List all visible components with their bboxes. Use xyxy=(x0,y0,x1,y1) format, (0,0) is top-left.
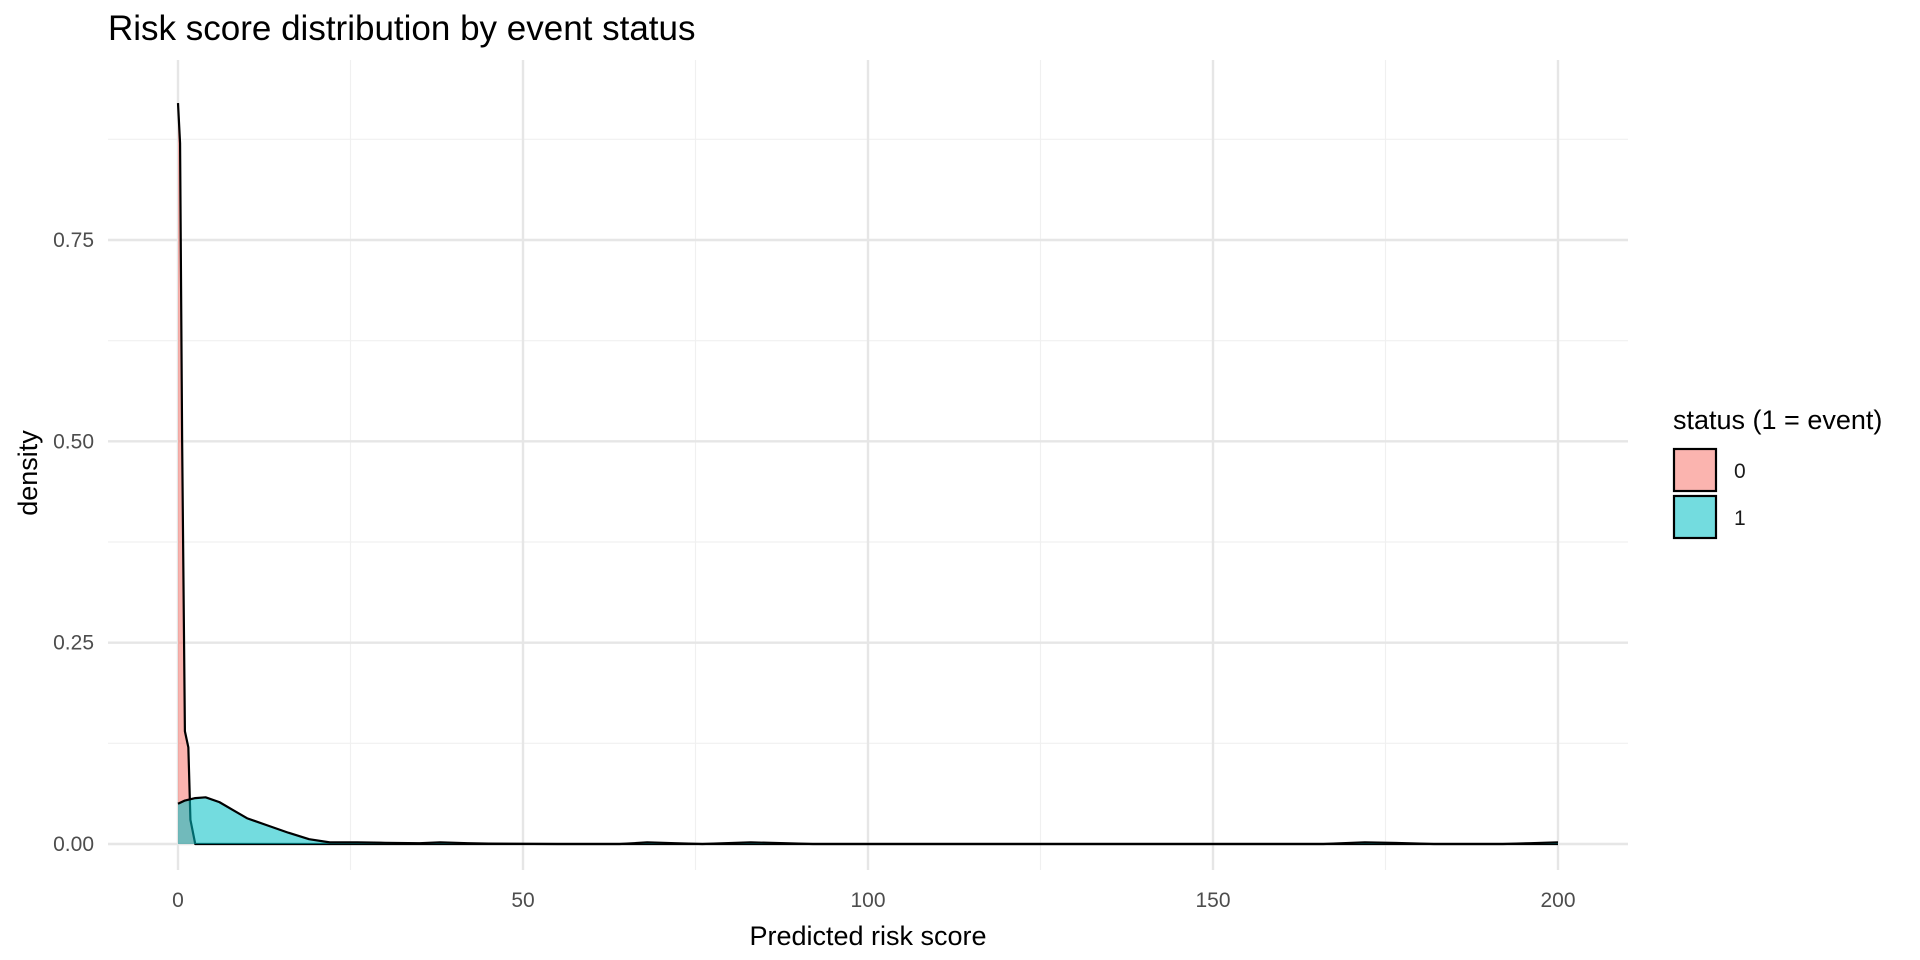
major-gridlines xyxy=(108,60,1628,870)
x-axis-title: Predicted risk score xyxy=(749,921,986,951)
x-tick-label: 200 xyxy=(1540,889,1575,912)
y-tick-label: 0.75 xyxy=(53,229,94,252)
legend-title: status (1 = event) xyxy=(1673,405,1882,435)
x-tick-label: 50 xyxy=(511,889,534,912)
legend-swatch-1 xyxy=(1672,494,1718,540)
density-areas xyxy=(176,103,1559,846)
legend-items: 01 xyxy=(1672,447,1746,540)
y-tick-label: 0.00 xyxy=(53,833,94,856)
x-tick-label: 100 xyxy=(850,889,885,912)
density-line-status-1 xyxy=(177,796,1559,846)
legend-label-0: 0 xyxy=(1734,460,1746,483)
y-axis-title: density xyxy=(13,430,43,516)
legend: status (1 = event) 01 xyxy=(1672,405,1882,540)
y-tick-label: 0.25 xyxy=(53,632,94,655)
chart-title: Risk score distribution by event status xyxy=(108,9,695,48)
legend-label-1: 1 xyxy=(1734,507,1746,530)
x-tick-label: 150 xyxy=(1195,889,1230,912)
x-tick-label: 0 xyxy=(172,889,184,912)
legend-swatch-0 xyxy=(1672,447,1718,493)
y-tick-label: 0.50 xyxy=(53,430,94,453)
axis-ticks: 0 50 100 150 200 0.00 0.25 0.50 0.75 xyxy=(53,229,1575,912)
